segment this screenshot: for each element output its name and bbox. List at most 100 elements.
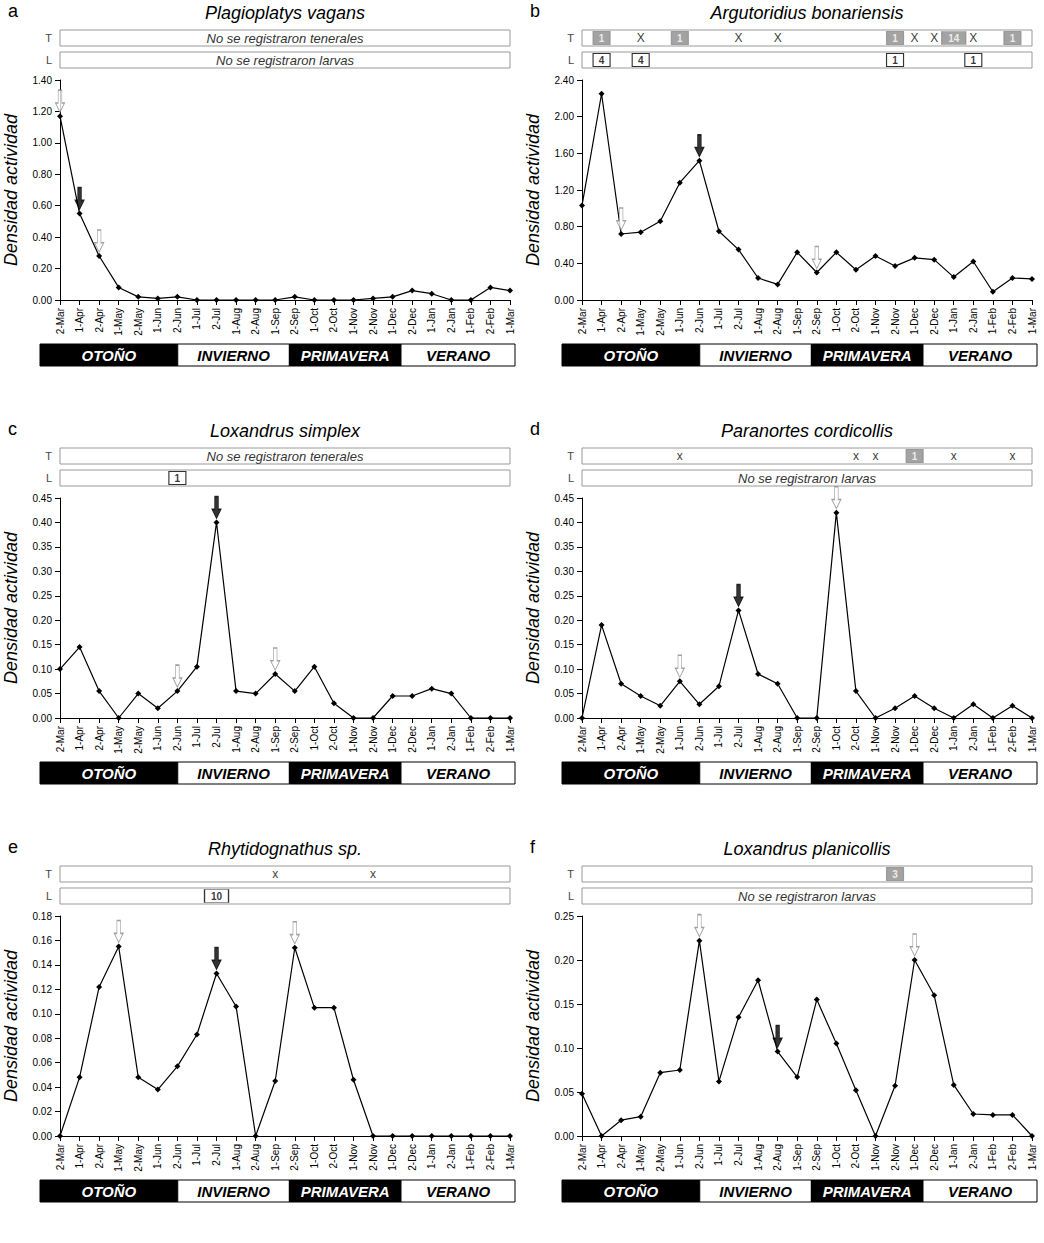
svg-text:VERANO: VERANO	[426, 1183, 491, 1200]
svg-text:1-Oct: 1-Oct	[309, 1144, 320, 1169]
svg-text:OTOÑO: OTOÑO	[82, 1183, 137, 1200]
svg-text:2-May: 2-May	[133, 726, 144, 754]
svg-text:1: 1	[175, 473, 181, 484]
svg-text:2-Jan: 2-Jan	[968, 726, 979, 751]
svg-text:1-Aug: 1-Aug	[231, 726, 242, 753]
svg-text:0.02: 0.02	[33, 1106, 53, 1117]
svg-text:1-Apr: 1-Apr	[74, 725, 85, 750]
svg-text:2-Oct: 2-Oct	[328, 726, 339, 751]
svg-text:1-Jan: 1-Jan	[948, 308, 959, 333]
svg-text:2-Aug: 2-Aug	[772, 1144, 783, 1171]
svg-text:No se registraron tenerales: No se registraron tenerales	[207, 31, 364, 46]
svg-text:1-Aug: 1-Aug	[231, 308, 242, 335]
svg-text:2-Nov: 2-Nov	[368, 308, 379, 335]
svg-text:PRIMAVERA: PRIMAVERA	[823, 347, 912, 364]
svg-text:2-Sep: 2-Sep	[289, 1144, 300, 1171]
svg-text:1-Apr: 1-Apr	[596, 1143, 607, 1168]
svg-text:2-Oct: 2-Oct	[328, 1144, 339, 1169]
svg-text:2-Feb: 2-Feb	[1007, 726, 1018, 753]
svg-text:VERANO: VERANO	[426, 765, 491, 782]
svg-text:1-Dec: 1-Dec	[387, 726, 398, 753]
svg-text:2-Dec: 2-Dec	[929, 726, 940, 753]
svg-text:1-Mar: 1-Mar	[505, 725, 516, 752]
svg-text:0.80: 0.80	[33, 169, 53, 180]
svg-text:1-Nov: 1-Nov	[348, 308, 359, 335]
svg-text:L: L	[46, 890, 52, 902]
svg-text:2-Apr: 2-Apr	[94, 307, 105, 332]
svg-text:1-Dec: 1-Dec	[387, 1144, 398, 1171]
svg-text:2-Feb: 2-Feb	[1007, 1144, 1018, 1171]
svg-text:X: X	[911, 31, 919, 45]
svg-text:1-Jan: 1-Jan	[948, 726, 959, 751]
svg-text:2-Nov: 2-Nov	[890, 726, 901, 753]
svg-text:x: x	[1009, 449, 1015, 463]
svg-text:c: c	[8, 419, 17, 439]
svg-text:0.80: 0.80	[555, 221, 575, 232]
svg-text:OTOÑO: OTOÑO	[82, 765, 137, 782]
svg-text:0.40: 0.40	[33, 232, 53, 243]
svg-text:X: X	[969, 31, 977, 45]
svg-text:1-Jul: 1-Jul	[713, 308, 724, 330]
svg-text:1-Jun: 1-Jun	[674, 1144, 685, 1169]
svg-text:1-Jan: 1-Jan	[426, 726, 437, 751]
svg-text:0.05: 0.05	[555, 688, 575, 699]
svg-text:2-Oct: 2-Oct	[850, 1144, 861, 1169]
svg-text:0.20: 0.20	[555, 615, 575, 626]
svg-text:1-Mar: 1-Mar	[1027, 307, 1038, 334]
svg-text:1-Jul: 1-Jul	[713, 726, 724, 748]
svg-text:2-May: 2-May	[655, 726, 666, 754]
svg-text:OTOÑO: OTOÑO	[604, 765, 659, 782]
svg-text:2-Mar: 2-Mar	[55, 725, 66, 752]
svg-text:INVIERNO: INVIERNO	[197, 1183, 270, 1200]
svg-text:1-Apr: 1-Apr	[596, 307, 607, 332]
svg-text:1: 1	[912, 451, 918, 462]
svg-text:1.60: 1.60	[555, 148, 575, 159]
svg-text:0.16: 0.16	[33, 935, 53, 946]
svg-text:T: T	[567, 868, 574, 880]
svg-text:1-Jul: 1-Jul	[191, 308, 202, 330]
svg-text:2-Dec: 2-Dec	[407, 308, 418, 335]
svg-text:10: 10	[211, 891, 223, 902]
svg-text:OTOÑO: OTOÑO	[604, 347, 659, 364]
svg-text:1-Jun: 1-Jun	[152, 308, 163, 333]
svg-text:2-Feb: 2-Feb	[1007, 308, 1018, 335]
svg-text:2-Aug: 2-Aug	[772, 308, 783, 335]
svg-text:1-Jun: 1-Jun	[152, 726, 163, 751]
svg-text:2-Mar: 2-Mar	[577, 725, 588, 752]
svg-text:No se registraron larvas: No se registraron larvas	[738, 889, 876, 904]
svg-text:1-Dec: 1-Dec	[909, 726, 920, 753]
svg-text:2-Mar: 2-Mar	[55, 1143, 66, 1170]
svg-text:2-May: 2-May	[133, 308, 144, 336]
svg-text:0.60: 0.60	[33, 200, 53, 211]
svg-text:2-Feb: 2-Feb	[485, 308, 496, 335]
svg-text:0.00: 0.00	[555, 295, 575, 306]
svg-text:1-Feb: 1-Feb	[465, 1144, 476, 1171]
svg-text:1-Apr: 1-Apr	[74, 307, 85, 332]
svg-text:1-Sep: 1-Sep	[792, 1144, 803, 1171]
svg-text:x: x	[951, 449, 957, 463]
svg-text:1-Aug: 1-Aug	[753, 308, 764, 335]
svg-text:0.06: 0.06	[33, 1057, 53, 1068]
svg-text:1-Jun: 1-Jun	[152, 1144, 163, 1169]
svg-text:0.25: 0.25	[33, 590, 53, 601]
svg-text:d: d	[530, 419, 540, 439]
svg-text:1-May: 1-May	[113, 726, 124, 754]
svg-text:Argutoridius bonariensis: Argutoridius bonariensis	[709, 3, 903, 23]
svg-text:0.30: 0.30	[33, 566, 53, 577]
svg-text:VERANO: VERANO	[426, 347, 491, 364]
svg-text:1-Feb: 1-Feb	[465, 308, 476, 335]
svg-text:X: X	[637, 31, 645, 45]
svg-text:4: 4	[599, 55, 605, 66]
svg-text:T: T	[567, 450, 574, 462]
svg-text:x: x	[853, 449, 859, 463]
svg-text:PRIMAVERA: PRIMAVERA	[823, 765, 912, 782]
svg-text:INVIERNO: INVIERNO	[719, 347, 792, 364]
svg-text:OTOÑO: OTOÑO	[604, 1183, 659, 1200]
svg-text:1-Jun: 1-Jun	[674, 308, 685, 333]
svg-text:2-Jun: 2-Jun	[694, 308, 705, 333]
svg-text:14: 14	[948, 33, 960, 44]
svg-text:0.10: 0.10	[555, 1043, 575, 1054]
svg-text:1.20: 1.20	[555, 185, 575, 196]
svg-text:e: e	[8, 837, 18, 857]
svg-text:T: T	[45, 32, 52, 44]
